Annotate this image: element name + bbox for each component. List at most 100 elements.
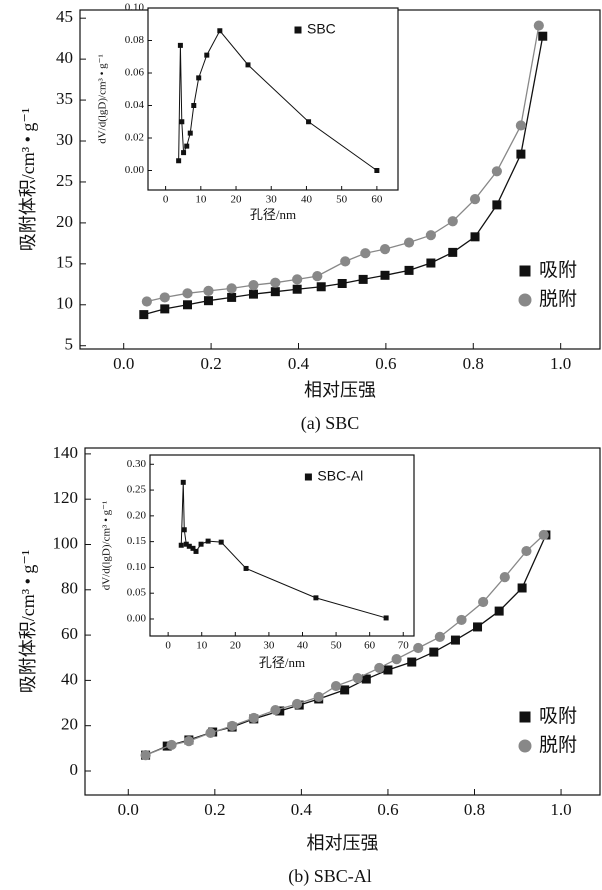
x-tick-label: 50 — [331, 640, 343, 652]
marker — [141, 296, 152, 307]
y-tick-label: 30 — [56, 130, 73, 149]
y-tick-label: 0.10 — [127, 561, 147, 573]
marker — [193, 548, 199, 554]
x-tick-label: 0.6 — [377, 800, 398, 819]
legend-label: 脱附 — [539, 288, 577, 310]
marker — [447, 216, 458, 227]
marker — [383, 615, 389, 621]
caption: (b) SBC-Al — [288, 866, 372, 887]
y-tick-label: 0.04 — [125, 99, 145, 111]
marker — [248, 289, 258, 299]
marker — [196, 75, 202, 81]
marker — [183, 541, 189, 547]
marker — [159, 292, 170, 303]
marker — [226, 283, 237, 294]
y-tick-label: 0.08 — [125, 34, 145, 46]
x-tick-label: 1.0 — [550, 354, 571, 373]
marker — [434, 631, 445, 643]
marker — [499, 572, 510, 583]
marker — [383, 665, 393, 675]
marker — [491, 166, 502, 177]
marker — [270, 287, 280, 297]
marker — [340, 256, 351, 267]
marker — [538, 529, 549, 541]
x-tick-label: 60 — [371, 194, 383, 206]
marker — [352, 673, 363, 684]
marker — [403, 237, 415, 248]
marker — [291, 698, 303, 710]
y-tick-label: 0.20 — [127, 509, 147, 521]
marker — [292, 274, 303, 285]
x-tick-label: 0.8 — [463, 354, 484, 373]
y-axis-title: 吸附体积/cm³ • g⁻¹ — [18, 550, 38, 694]
marker — [313, 595, 319, 601]
marker — [429, 647, 439, 657]
legend-marker — [294, 26, 302, 34]
x-tick-label: 10 — [196, 640, 208, 652]
y-tick-label: 0.00 — [127, 613, 147, 625]
marker — [248, 280, 259, 291]
marker — [187, 130, 193, 136]
inset-frame — [149, 454, 415, 637]
marker — [379, 244, 391, 255]
marker — [190, 545, 196, 551]
marker — [176, 158, 182, 164]
y-tick-label: 40 — [56, 48, 73, 67]
marker — [203, 296, 213, 306]
x-tick-label: 0.2 — [200, 354, 221, 373]
marker — [470, 232, 480, 242]
marker — [160, 304, 170, 314]
marker — [227, 292, 237, 302]
marker — [456, 614, 467, 626]
marker — [245, 62, 251, 68]
y-tick-label: 15 — [56, 253, 73, 272]
x-tick-label: 0.8 — [464, 800, 485, 819]
x-tick-label: 40 — [301, 194, 313, 206]
x-axis-title: 相对压强 — [304, 380, 376, 400]
marker — [533, 20, 544, 31]
marker — [391, 653, 402, 665]
marker — [306, 119, 312, 125]
y-axis-title: dV/d(lgD)/cm³ • g⁻¹ — [97, 54, 109, 144]
marker — [313, 691, 324, 703]
marker — [478, 596, 489, 608]
marker — [515, 120, 527, 131]
x-tick-label: 0.0 — [113, 354, 134, 373]
y-tick-label: 40 — [61, 669, 78, 688]
x-tick-label: 30 — [263, 640, 275, 652]
x-tick-label: 50 — [336, 194, 348, 206]
y-tick-label: 10 — [56, 294, 73, 313]
marker — [191, 103, 197, 108]
marker — [450, 635, 460, 645]
marker — [374, 168, 380, 173]
y-tick-label: 0.02 — [125, 132, 144, 144]
x-tick-label: 1.0 — [550, 800, 571, 819]
x-tick-label: 20 — [231, 194, 243, 206]
caption: (a) SBC — [301, 413, 360, 434]
marker — [181, 527, 187, 533]
legend-label: SBC-Al — [317, 468, 363, 484]
marker — [184, 143, 190, 149]
marker — [205, 727, 216, 739]
y-tick-label: 35 — [56, 89, 73, 108]
x-tick-label: 0.0 — [118, 800, 139, 819]
marker — [517, 583, 527, 593]
marker — [198, 541, 204, 547]
legend-label: 吸附 — [539, 259, 577, 281]
y-tick-label: 60 — [61, 624, 78, 643]
y-tick-label: 0.10 — [125, 2, 145, 14]
marker — [316, 282, 326, 292]
marker — [166, 739, 177, 751]
marker — [140, 750, 151, 761]
y-axis-title: 吸附体积/cm³ • g⁻¹ — [18, 108, 38, 252]
y-tick-label: 25 — [56, 171, 73, 190]
marker — [292, 284, 302, 294]
marker — [181, 150, 187, 156]
marker — [448, 247, 458, 257]
marker — [516, 149, 526, 159]
marker — [361, 674, 371, 684]
marker — [177, 42, 183, 48]
legend-label: 脱附 — [539, 734, 577, 756]
marker — [203, 285, 214, 296]
